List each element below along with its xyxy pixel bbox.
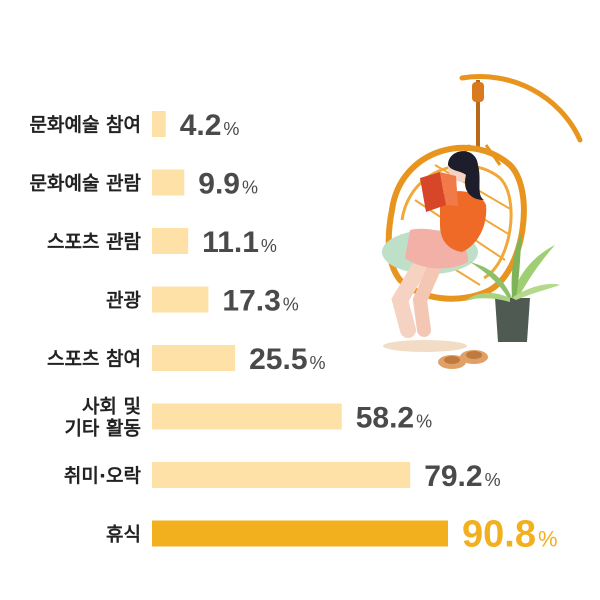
bar-row: 취미·오락 79.2% — [64, 460, 501, 493]
bar-row: 문화예술 관람 9.9% — [30, 168, 259, 201]
potted-plant-icon — [466, 232, 560, 342]
category-label: 문화예술 참여 — [30, 114, 142, 136]
bar-row: 관광 17.3% — [106, 285, 299, 318]
bar-row: 스포츠 관람 11.1% — [47, 226, 277, 259]
bar — [152, 286, 209, 313]
category-label: 취미·오락 — [64, 465, 142, 487]
category-label: 사회 및 기타 활동 — [64, 396, 141, 440]
value-label: 11.1% — [202, 226, 277, 259]
bar-row: 스포츠 참여 25.5% — [47, 343, 326, 376]
category-label: 스포츠 참여 — [47, 348, 141, 370]
bar-row: 문화예술 참여 4.2% — [30, 109, 240, 142]
category-label: 관광 — [106, 290, 141, 312]
value-label: 9.9% — [198, 168, 258, 201]
bar — [152, 520, 449, 547]
value-label: 58.2% — [356, 402, 432, 435]
value-label: 17.3% — [222, 285, 298, 318]
slippers-icon — [438, 350, 488, 369]
bar-row: 휴식 90.8% — [106, 514, 558, 556]
value-label: 79.2% — [424, 460, 500, 493]
bar — [152, 228, 189, 254]
bars-layer: 문화예술 참여 4.2 % 문화예술 관람 9.9 % 스포츠 관람 11.1 % 관광 17.3%… — [30, 109, 558, 556]
bar — [152, 462, 411, 488]
bar — [152, 403, 342, 430]
bar — [152, 345, 236, 371]
bar — [152, 169, 185, 196]
category-label: 스포츠 관람 — [47, 231, 142, 253]
category-label: 휴식 — [106, 524, 141, 546]
bar-row: 사회 및 기타 활동 58.2% — [64, 396, 432, 440]
woman-reading-in-hanging-chair-icon — [382, 74, 583, 352]
value-label: 4.2% — [180, 109, 240, 142]
value-label: 25.5% — [249, 343, 325, 376]
category-label: 문화예술 관람 — [30, 173, 142, 195]
value-label: 90.8% — [462, 514, 558, 556]
bar — [152, 111, 166, 137]
